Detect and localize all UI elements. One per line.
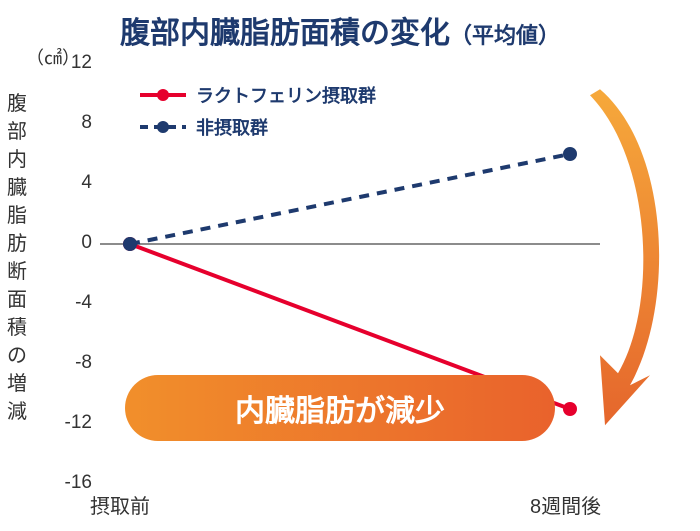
y-tick: 0 <box>56 232 92 254</box>
title-sub: （平均値） <box>450 23 560 48</box>
y-tick: 4 <box>56 172 92 194</box>
highlight-badge: 内臓脂肪が減少 <box>125 375 555 441</box>
legend-line-icon <box>140 93 186 97</box>
arrow-svg <box>580 64 700 484</box>
y-tick: 8 <box>56 112 92 134</box>
y-tick: -12 <box>56 412 92 434</box>
y-tick: -4 <box>56 292 92 314</box>
y-axis-title: 腹部内臓脂肪断面積の増減 <box>6 90 28 426</box>
x-tick: 8週間後 <box>530 490 601 519</box>
legend: ラクトフェリン摂取群非摂取群 <box>140 82 376 146</box>
x-tick: 摂取前 <box>90 490 150 519</box>
plot-area: ラクトフェリン摂取群非摂取群 内臓脂肪が減少 <box>100 64 600 484</box>
series-marker <box>563 402 577 416</box>
series-line <box>130 154 570 244</box>
legend-label: 非摂取群 <box>196 114 268 140</box>
decrease-arrow-icon <box>590 89 659 425</box>
series-marker <box>123 237 137 251</box>
legend-row: 非摂取群 <box>140 114 376 140</box>
legend-dot-icon <box>157 121 169 133</box>
legend-line-icon <box>140 125 186 129</box>
legend-row: ラクトフェリン摂取群 <box>140 82 376 108</box>
y-tick: 12 <box>56 52 92 74</box>
legend-label: ラクトフェリン摂取群 <box>196 82 376 108</box>
y-tick: -8 <box>56 352 92 374</box>
title-main: 腹部内臓脂肪面積の変化 <box>120 17 450 50</box>
chart-title: 腹部内臓脂肪面積の変化（平均値） <box>120 8 560 52</box>
series-marker <box>563 147 577 161</box>
y-tick: -16 <box>56 472 92 494</box>
legend-dot-icon <box>157 89 169 101</box>
badge-text: 内臓脂肪が減少 <box>235 386 445 430</box>
